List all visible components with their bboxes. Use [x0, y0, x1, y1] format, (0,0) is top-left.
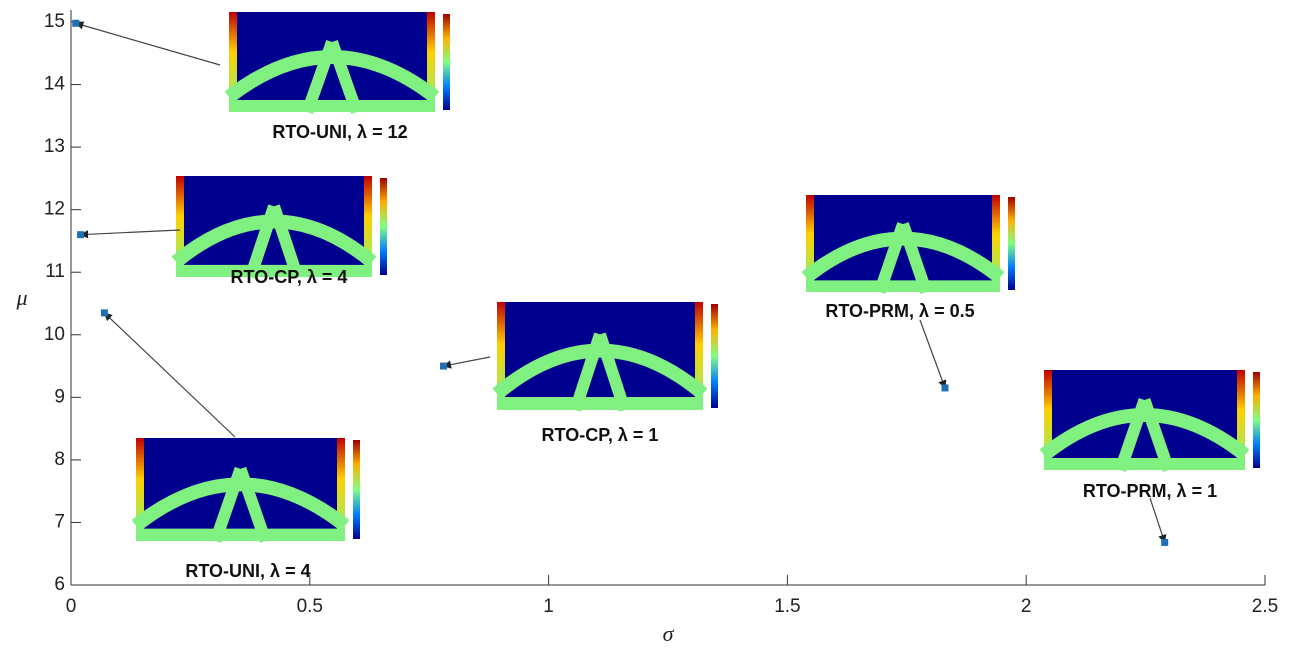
inset-colorbar — [443, 14, 450, 110]
point — [100, 309, 108, 317]
inset-side-left — [1044, 370, 1052, 470]
y-tick-label: 9 — [54, 386, 65, 407]
y-axis-label: μ — [15, 285, 27, 310]
inset-side-left — [136, 438, 144, 541]
x-tick-label: 0 — [66, 596, 77, 617]
inset-colorbar — [380, 178, 387, 275]
x-axis-label: σ — [663, 621, 675, 646]
inset — [492, 302, 718, 412]
y-tick-label: 8 — [54, 449, 65, 470]
inset — [171, 176, 387, 279]
annotation: RTO-UNI, λ = 4 — [185, 561, 310, 581]
x-tick-label: 1.5 — [774, 596, 800, 617]
inset-colorbar — [711, 304, 718, 408]
inset-side-right — [992, 195, 1000, 292]
inset-side-left — [229, 12, 237, 112]
annotation-arrow — [919, 319, 947, 389]
x-tick-label: 1 — [543, 596, 554, 617]
annotation-arrow — [79, 229, 181, 239]
inset-side-right — [1237, 370, 1245, 470]
point — [941, 384, 949, 392]
inset-side-right — [337, 438, 345, 541]
annotation-arrow — [103, 312, 236, 438]
point — [1161, 538, 1169, 546]
y-tick-label: 10 — [44, 324, 65, 345]
inset-side-right — [695, 302, 703, 410]
inset — [224, 12, 450, 114]
inset — [131, 438, 360, 543]
y-tick-label: 12 — [44, 199, 65, 220]
inset-side-right — [427, 12, 435, 112]
annotation-arrow — [74, 21, 221, 66]
inset-side-right — [364, 176, 372, 277]
annotation-arrow — [1149, 497, 1167, 544]
inset-side-left — [806, 195, 814, 292]
annotation: RTO-CP, λ = 1 — [542, 425, 659, 445]
inset-side-left — [497, 302, 505, 410]
annotation: RTO-UNI, λ = 12 — [272, 122, 407, 142]
point — [72, 19, 80, 27]
y-tick-label: 15 — [44, 11, 65, 32]
inset-colorbar — [1253, 372, 1260, 468]
inset-base — [176, 264, 372, 277]
inset-base — [1044, 458, 1245, 470]
inset-base — [806, 280, 1000, 292]
annotation-arrow — [442, 356, 491, 369]
annotation: RTO-CP, λ = 4 — [231, 267, 348, 287]
inset — [1039, 370, 1260, 472]
x-tick-label: 0.5 — [297, 596, 323, 617]
x-tick-label: 2 — [1021, 596, 1032, 617]
inset-side-left — [176, 176, 184, 277]
inset-base — [229, 100, 435, 112]
inset-base — [136, 528, 345, 541]
y-tick-label: 14 — [44, 74, 66, 95]
point — [440, 362, 448, 370]
annotation: RTO-PRM, λ = 1 — [1083, 481, 1217, 501]
y-tick-label: 11 — [45, 261, 65, 282]
x-tick-label: 2.5 — [1252, 596, 1278, 617]
y-tick-label: 7 — [54, 511, 65, 532]
inset-colorbar — [353, 440, 360, 539]
inset-base — [497, 397, 703, 410]
y-tick-label: 13 — [44, 136, 65, 157]
inset-colorbar — [1008, 197, 1015, 290]
inset — [801, 195, 1015, 294]
y-tick-label: 6 — [54, 574, 65, 595]
annotation: RTO-PRM, λ = 0.5 — [825, 301, 974, 321]
point — [77, 231, 85, 239]
